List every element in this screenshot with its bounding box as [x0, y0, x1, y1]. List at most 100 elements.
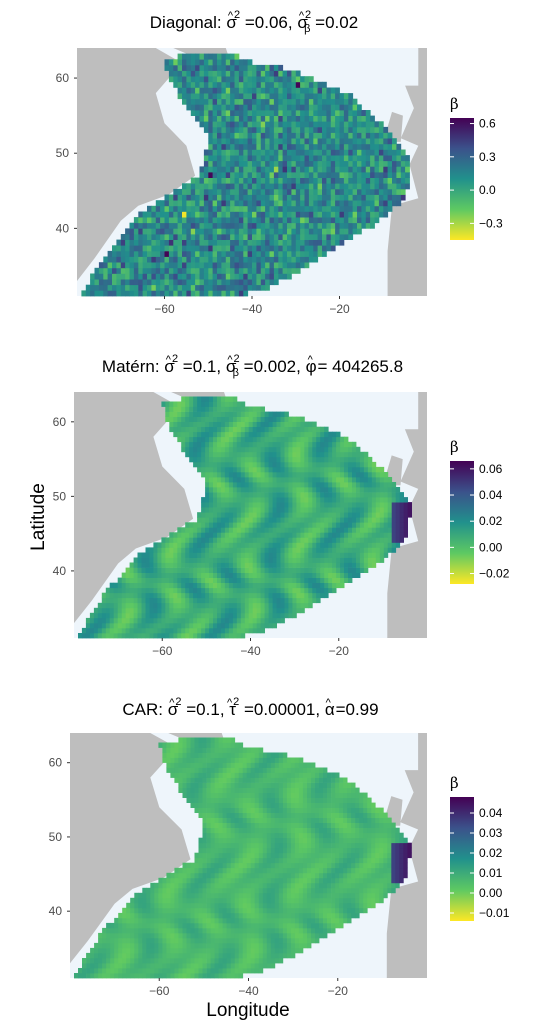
heat-cell — [170, 973, 175, 979]
heat-cell — [165, 633, 170, 639]
heat-cell — [268, 547, 273, 553]
heat-cell — [272, 612, 277, 619]
heat-cell — [300, 256, 305, 263]
heat-cell — [209, 517, 214, 523]
heat-cell — [256, 245, 262, 252]
heat-cell — [238, 132, 244, 139]
heat-cell — [278, 126, 284, 133]
heat-cell — [151, 228, 157, 235]
heat-cell — [256, 411, 262, 417]
heat-cell — [300, 472, 305, 478]
heat-cell — [291, 194, 297, 201]
heat-cell — [129, 602, 134, 609]
heat-cell — [221, 126, 227, 133]
heat-cell — [248, 617, 254, 624]
heat-cell — [117, 577, 123, 583]
heat-cell — [287, 256, 292, 263]
heat-cell — [256, 160, 262, 167]
heat-cell — [197, 617, 202, 624]
heat-cell — [151, 234, 157, 240]
heat-cell — [300, 121, 305, 128]
heat-cell — [113, 592, 119, 599]
heat-cell — [296, 602, 301, 609]
heat-cell — [335, 222, 340, 229]
heat-cell — [94, 947, 99, 954]
heat-cell — [85, 290, 91, 297]
heat-cell — [208, 76, 214, 83]
heat-cell — [340, 547, 345, 553]
heat-cell — [218, 947, 223, 954]
heat-cell — [190, 973, 195, 979]
heat-cell — [165, 597, 170, 604]
heat-cell — [199, 222, 205, 229]
heat-cell — [217, 284, 222, 291]
heat-cell — [177, 70, 183, 77]
heat-cell — [247, 222, 253, 229]
heat-cell — [206, 937, 211, 944]
heat-cell — [181, 562, 186, 568]
heat-cell — [296, 577, 301, 583]
heat-cell — [157, 557, 162, 563]
heat-cell — [185, 617, 190, 624]
heat-cell — [348, 507, 353, 513]
heat-cell — [150, 922, 155, 929]
heat-cell — [363, 482, 369, 488]
heat-cell — [133, 567, 138, 573]
heat-cell — [391, 492, 397, 498]
heat-cell — [323, 927, 328, 934]
heat-cell — [225, 166, 231, 173]
heat-cell — [280, 547, 285, 553]
heat-cell — [308, 562, 313, 568]
heat-cell — [363, 451, 369, 458]
heat-cell — [208, 188, 214, 195]
heat-cell — [320, 492, 325, 498]
heat-cell — [280, 537, 285, 543]
heat-cell — [178, 922, 183, 929]
heat-cell — [287, 239, 292, 246]
heat-cell — [291, 234, 297, 240]
heat-cell — [256, 256, 262, 263]
heat-cell — [260, 587, 265, 594]
heat-cell — [340, 572, 345, 578]
heat-cell — [260, 527, 265, 533]
heat-cell — [177, 612, 182, 619]
heat-cell — [138, 273, 144, 280]
heat-cell — [287, 250, 292, 257]
heat-cell — [254, 968, 260, 974]
heat-cell — [300, 547, 305, 553]
heat-cell — [213, 466, 218, 473]
heat-cell — [195, 76, 200, 83]
heat-cell — [282, 110, 288, 116]
heat-cell — [344, 527, 349, 533]
heat-cell — [361, 138, 367, 145]
heat-cell — [335, 160, 340, 167]
heat-cell — [387, 507, 393, 513]
heat-cell — [164, 217, 170, 224]
heat-cell — [248, 592, 254, 599]
heat-cell — [258, 958, 264, 964]
heat-cell — [348, 522, 353, 528]
heat-cell — [335, 172, 340, 178]
heat-cell — [208, 200, 214, 207]
heat-cell — [340, 542, 345, 548]
heat-cell — [165, 612, 170, 619]
heat-cell — [195, 256, 200, 263]
heat-cell — [284, 602, 289, 609]
heat-cell — [197, 466, 202, 473]
heat-cell — [288, 607, 293, 614]
heat-cell — [220, 537, 226, 543]
heat-cell — [217, 53, 222, 60]
heat-cell — [278, 937, 284, 944]
heat-cell — [260, 64, 266, 71]
heat-cell — [134, 942, 139, 949]
heat-cell — [322, 104, 327, 111]
heat-cell — [121, 612, 127, 619]
heat-cell — [168, 211, 174, 218]
heat-cell — [308, 517, 313, 523]
heat-cell — [248, 542, 254, 548]
heat-cell — [365, 132, 371, 139]
heat-cell — [220, 421, 226, 427]
heat-cell — [320, 461, 325, 468]
heat-cell — [138, 217, 144, 224]
heat-cell — [379, 492, 385, 498]
